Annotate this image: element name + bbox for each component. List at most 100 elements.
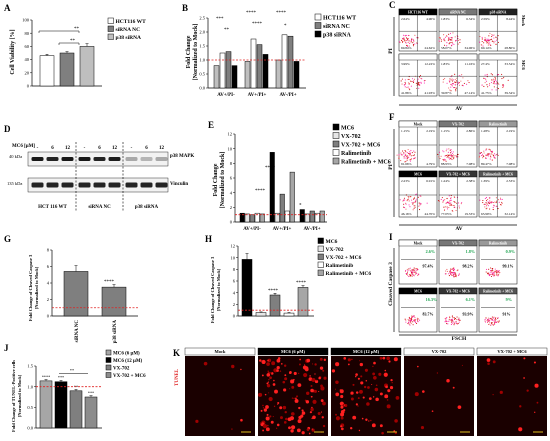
f-event-1-30 bbox=[455, 155, 457, 157]
f-header-4 bbox=[438, 170, 478, 178]
i-event-0-30 bbox=[409, 275, 411, 277]
f-event-0-28 bbox=[398, 157, 400, 159]
f-header-1 bbox=[438, 120, 478, 128]
f-event-0-10 bbox=[410, 155, 412, 157]
h-bar-3 bbox=[283, 312, 295, 317]
c-event-2-15 bbox=[490, 44, 492, 46]
f-event-5-12 bbox=[482, 201, 484, 204]
i-event-0-49 bbox=[410, 271, 412, 273]
sig-a-2: ** bbox=[70, 39, 76, 44]
f-event-5-20 bbox=[494, 201, 496, 203]
c-event-0-33 bbox=[402, 40, 404, 42]
c-event-5-14 bbox=[491, 74, 494, 76]
f-event-5-25 bbox=[492, 201, 495, 204]
k-cell-2-26 bbox=[372, 372, 376, 376]
f-event-0-54 bbox=[409, 151, 411, 153]
j-legend-swatch-0 bbox=[105, 349, 112, 356]
f-header-2 bbox=[478, 120, 518, 128]
k-cell-2-75 bbox=[352, 415, 357, 420]
d-group-1: siRNA NC bbox=[88, 205, 111, 210]
k-cell-1-135 bbox=[302, 365, 308, 370]
c-event-4-46 bbox=[450, 84, 453, 86]
i-event-1-18 bbox=[452, 270, 454, 272]
f-event-4-45 bbox=[458, 205, 460, 207]
panel-c-flow-grid: C HCT116 WT 2.64% 4.90% 69.84% 24.62% siRNA N… bbox=[383, 0, 550, 112]
i-event-1-46 bbox=[453, 268, 455, 270]
c-event-5-53 bbox=[491, 89, 493, 91]
c-event-2-43 bbox=[482, 45, 484, 47]
h-legend-swatch-4 bbox=[317, 269, 324, 276]
k-cell-1-93 bbox=[280, 363, 283, 365]
k-cell-1-139 bbox=[293, 378, 295, 381]
c-event-2-3 bbox=[483, 42, 485, 44]
a-legend-label-0: HCT116 WT bbox=[116, 19, 147, 25]
k-header-2 bbox=[330, 347, 402, 356]
g-ytick-label-2: 4 bbox=[47, 281, 50, 286]
k-cell-1-32 bbox=[261, 374, 264, 377]
f-event-4-3 bbox=[446, 197, 448, 199]
f-event-1-37 bbox=[438, 156, 440, 158]
e-bar-0-4 bbox=[259, 213, 265, 223]
k-cell-2-8 bbox=[386, 356, 390, 361]
i-event-2-48 bbox=[489, 273, 491, 275]
b-ytick-label-1: 0.5 bbox=[199, 72, 205, 77]
panel-f-flow-grid: F Mock 1.15% 2.19% 91.66% 4.79% VX-702 1.15% 2.… bbox=[383, 112, 550, 232]
k-cell-2-37 bbox=[386, 399, 389, 401]
f-event-4-54 bbox=[446, 208, 449, 210]
panel-k-letter: K bbox=[173, 348, 181, 358]
k-cell-1-39 bbox=[272, 383, 276, 386]
c-event-4-25 bbox=[444, 78, 446, 80]
f-q4-0: 4.79% bbox=[426, 162, 435, 166]
e-sig-2: * bbox=[299, 204, 302, 209]
k-cell-1-72 bbox=[297, 419, 302, 424]
panel-e-chart: E Fold Change [Normalized to Mock] 0 2 4 6 8… bbox=[208, 120, 391, 232]
i-event-4-47 bbox=[446, 320, 448, 323]
c-header-2 bbox=[478, 8, 518, 16]
f-event-4-43 bbox=[448, 195, 450, 197]
i-tile-0 bbox=[398, 239, 438, 285]
i-event-2-3 bbox=[496, 273, 498, 275]
k-cell-2-44 bbox=[335, 362, 340, 367]
a-ytick-label-4: 80 bbox=[25, 31, 30, 36]
f-event-3-42 bbox=[404, 199, 406, 201]
j-sig-0: **** bbox=[42, 374, 50, 379]
i-event-1-4 bbox=[454, 275, 456, 278]
i-event-2-18 bbox=[497, 271, 499, 273]
k-cell-1-94 bbox=[295, 397, 297, 400]
k-cell-1-62 bbox=[277, 403, 279, 405]
f-event-3-49 bbox=[411, 199, 413, 201]
k-cell-1-129 bbox=[262, 424, 268, 429]
k-cell-1-76 bbox=[260, 409, 263, 412]
i-event-1-20 bbox=[445, 270, 447, 272]
k-cell-1-20 bbox=[265, 416, 270, 421]
f-event-4-46 bbox=[449, 197, 452, 200]
k-cell-4-11 bbox=[534, 411, 536, 413]
e-legend-label-0: MC6 bbox=[341, 126, 354, 132]
f-event-2-26 bbox=[492, 154, 494, 156]
f-event-0-25 bbox=[405, 151, 407, 153]
f-event-2-51 bbox=[488, 153, 490, 155]
f-event-2-44 bbox=[493, 156, 495, 158]
i-event-4-51 bbox=[451, 320, 453, 322]
k-cell-1-70 bbox=[294, 398, 299, 403]
e-ytick-label-5: 10 bbox=[228, 146, 233, 151]
f-event-2-53 bbox=[494, 154, 496, 156]
d-band-p38-6 bbox=[125, 157, 138, 161]
a-bar-1 bbox=[59, 52, 75, 87]
c-event-4-3 bbox=[450, 79, 452, 81]
k-cell-1-63 bbox=[322, 401, 326, 406]
f-event-4-53 bbox=[450, 199, 452, 201]
c-event-2-11 bbox=[489, 39, 491, 41]
f-event-1-39 bbox=[451, 152, 453, 155]
i-event-4-54 bbox=[450, 323, 452, 326]
k-cell-1-15 bbox=[279, 370, 282, 372]
f-event-5-7 bbox=[496, 200, 498, 202]
k-cell-1-120 bbox=[318, 390, 320, 393]
b-sig-5: * bbox=[284, 24, 287, 29]
f-event-4-37 bbox=[460, 203, 462, 205]
g-ytick-label-4: 8 bbox=[47, 248, 50, 253]
f-event-1-3 bbox=[449, 152, 452, 154]
f-event-4-2 bbox=[437, 200, 439, 202]
c-q3-1: 58.07% bbox=[441, 46, 452, 50]
